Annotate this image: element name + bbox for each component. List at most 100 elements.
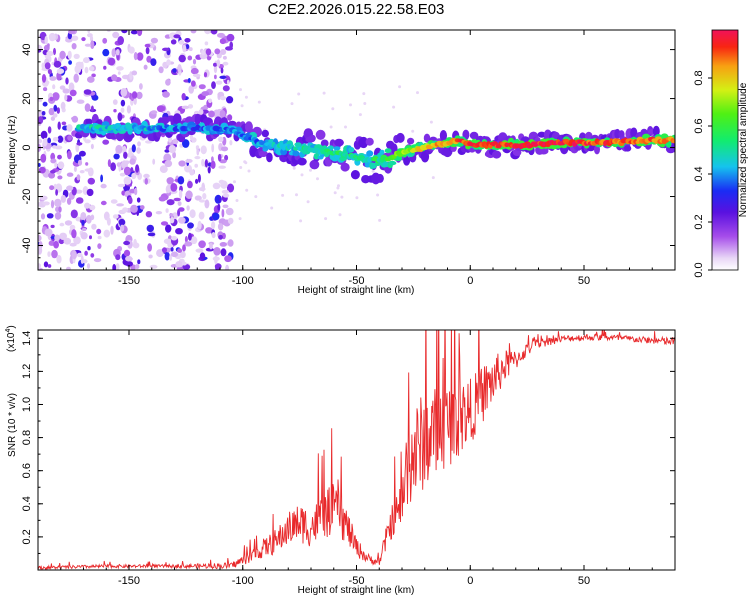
- noise-blob: [187, 180, 193, 189]
- noise-blob: [178, 39, 185, 45]
- noise-blob: [199, 199, 205, 203]
- noise-blob: [145, 47, 150, 55]
- noise-blob: [240, 104, 244, 108]
- snr-ylabel: SNR (10 * v/v): [7, 393, 18, 457]
- noise-blob: [226, 183, 235, 193]
- noise-blob: [75, 216, 81, 222]
- noise-blob: [170, 39, 177, 45]
- colorbar-tick-label: 0.4: [693, 166, 705, 181]
- noise-blob: [84, 139, 91, 144]
- noise-blob: [80, 212, 87, 221]
- noise-blob: [222, 204, 229, 209]
- noise-blob: [165, 79, 171, 86]
- noise-blob: [162, 47, 170, 52]
- noise-blob: [67, 135, 72, 141]
- noise-blob: [42, 101, 48, 107]
- noise-blob: [43, 261, 49, 268]
- noise-blob: [155, 211, 163, 215]
- noise-blob: [177, 176, 185, 185]
- noise-blob: [204, 199, 210, 209]
- ridge-blob: [258, 150, 268, 157]
- snr-multiplier-base: (x10: [6, 332, 17, 352]
- noise-blob: [65, 77, 69, 85]
- noise-blob: [338, 213, 342, 217]
- noise-blob: [185, 190, 193, 199]
- spectrogram-ytick-label: 20: [21, 92, 33, 104]
- noise-blob: [149, 264, 158, 269]
- noise-blob: [82, 227, 87, 232]
- noise-blob: [80, 232, 88, 240]
- noise-blob: [122, 207, 129, 213]
- noise-blob: [125, 261, 133, 267]
- snr-xtick-label: -50: [349, 575, 365, 587]
- noise-blob: [54, 198, 62, 208]
- noise-blob: [97, 235, 102, 240]
- noise-blob: [113, 109, 117, 113]
- noise-blob: [131, 70, 138, 76]
- spectrogram-ytick-label: -40: [21, 238, 33, 254]
- noise-blob: [178, 216, 186, 224]
- noise-blob: [220, 67, 224, 74]
- noise-blob: [87, 76, 95, 83]
- noise-blob: [190, 30, 197, 34]
- ridge-blob: [340, 162, 350, 172]
- noise-blob: [213, 247, 221, 256]
- ridge-blob: [85, 118, 93, 125]
- noise-blob: [216, 59, 221, 68]
- noise-blob: [198, 187, 206, 192]
- ridge-blob: [297, 157, 307, 166]
- ridge-blob: [125, 132, 135, 139]
- noise-blob: [117, 112, 123, 122]
- noise-blob: [199, 52, 208, 60]
- noise-blob: [219, 96, 227, 101]
- noise-blob: [44, 228, 53, 237]
- colorbar-tick-label: 0.6: [693, 118, 705, 133]
- noise-blob: [75, 61, 84, 68]
- noise-blob: [182, 44, 187, 53]
- noise-blob: [59, 50, 66, 60]
- spectrogram-ytick-label: -20: [21, 189, 33, 205]
- noise-blob: [59, 232, 67, 240]
- noise-blob: [42, 201, 50, 206]
- snr-marks: [38, 330, 675, 570]
- noise-blob: [52, 92, 60, 101]
- noise-blob: [56, 68, 65, 74]
- noise-blob: [363, 102, 367, 105]
- colorbar: 0.0 0.2 0.4 0.6 0.8 Normalized spectral ampl…: [693, 29, 749, 278]
- noise-blob: [172, 138, 179, 145]
- noise-blob: [38, 202, 41, 207]
- noise-blob: [344, 125, 347, 129]
- noise-blob: [187, 55, 193, 61]
- noise-blob: [247, 169, 251, 173]
- noise-blob: [58, 206, 62, 213]
- noise-blob: [300, 173, 304, 177]
- noise-blob: [57, 154, 62, 160]
- ridge-blob: [375, 173, 384, 183]
- noise-blob: [44, 62, 51, 70]
- noise-blob: [115, 263, 120, 270]
- ridge-blob: [677, 137, 681, 141]
- noise-blob: [43, 87, 48, 92]
- noise-blob: [135, 264, 140, 270]
- noise-blob: [166, 59, 171, 66]
- noise-blob: [203, 104, 209, 111]
- noise-blob: [57, 121, 61, 130]
- noise-blob: [134, 187, 138, 196]
- noise-blob: [57, 175, 63, 180]
- noise-blob: [71, 229, 77, 239]
- noise-blob: [131, 91, 138, 99]
- noise-blob: [220, 248, 227, 257]
- noise-blob: [137, 30, 143, 37]
- noise-blob: [189, 209, 196, 219]
- colorbar-axes: 0.0 0.2 0.4 0.6 0.8: [693, 70, 712, 278]
- noise-blob: [139, 83, 143, 90]
- noise-blob: [118, 218, 126, 226]
- ridge-blob: [350, 170, 360, 180]
- noise-blob: [187, 78, 191, 83]
- noise-blob: [103, 229, 111, 238]
- noise-blob: [245, 188, 249, 192]
- noise-blob: [107, 57, 116, 66]
- noise-blob: [47, 251, 51, 257]
- noise-blob: [227, 239, 234, 247]
- noise-blob: [165, 208, 169, 213]
